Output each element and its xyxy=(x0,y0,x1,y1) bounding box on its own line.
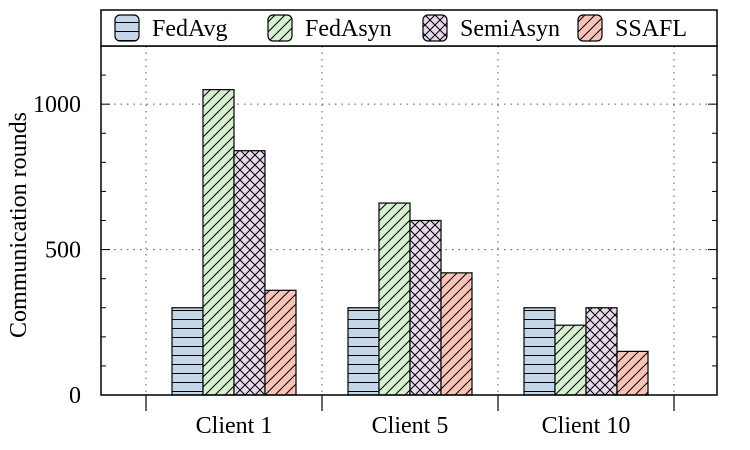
x-tick-label: Client 10 xyxy=(542,413,631,439)
bars xyxy=(171,89,649,396)
y-ticks: 0 500 1000 xyxy=(33,45,717,409)
bar-fedasyn-client-10 xyxy=(554,324,587,396)
bar-ssafl-client-1 xyxy=(264,289,297,396)
y-tick-label: 500 xyxy=(45,238,81,264)
legend-label-fedavg: FedAvg xyxy=(152,16,228,42)
x-ticks: Client 1 Client 5 Client 10 xyxy=(145,395,675,439)
bar-fedavg-client-5 xyxy=(347,307,380,396)
bar-semiasyn-client-1 xyxy=(233,150,266,396)
bar-fedasyn-client-5 xyxy=(378,202,411,396)
x-tick-label: Client 5 xyxy=(372,413,449,439)
bar-fedavg-client-10 xyxy=(523,307,556,396)
legend-label-semiasyn: SemiAsyn xyxy=(460,16,560,42)
legend-swatch-semiasyn xyxy=(422,14,448,42)
bar-ssafl-client-10 xyxy=(616,350,649,396)
bar-fedavg-client-1 xyxy=(171,307,204,396)
legend-swatch-ssafl xyxy=(577,14,603,42)
bar-semiasyn-client-10 xyxy=(585,307,618,396)
x-tick-label: Client 1 xyxy=(196,413,273,439)
legend-frame xyxy=(100,9,718,47)
bar-ssafl-client-5 xyxy=(440,272,473,396)
legend-label-fedasyn: FedAsyn xyxy=(305,16,392,42)
legend-swatch-fedasyn xyxy=(267,14,293,42)
legend-swatch-fedavg xyxy=(114,14,140,42)
y-tick-label: 0 xyxy=(69,383,81,409)
legend-label-ssafl: SSAFL xyxy=(615,16,687,42)
y-axis-label: Communication rounds xyxy=(6,112,32,338)
legend: FedAvg FedAsyn SemiAsyn SSAFL xyxy=(100,9,718,47)
bar-semiasyn-client-5 xyxy=(409,219,442,396)
bar-fedasyn-client-1 xyxy=(202,89,235,396)
y-tick-label: 1000 xyxy=(33,92,81,118)
